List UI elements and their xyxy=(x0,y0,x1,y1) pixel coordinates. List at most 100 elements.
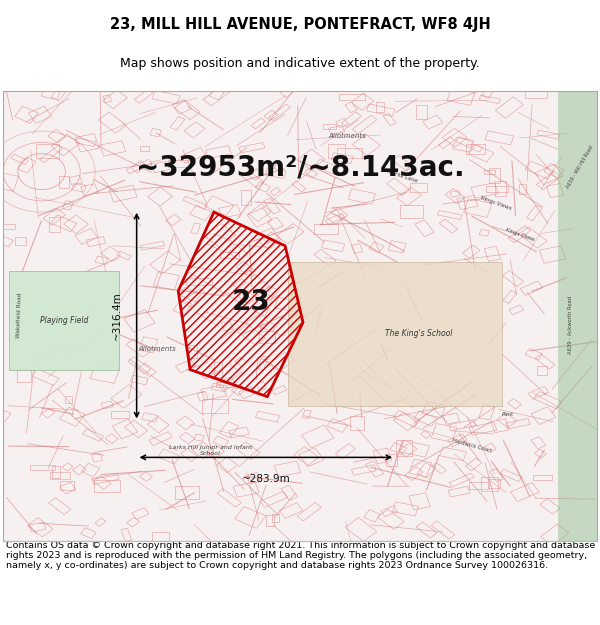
Bar xyxy=(217,377,237,391)
Text: ~316.4m: ~316.4m xyxy=(112,291,122,340)
Bar xyxy=(90,364,119,383)
Bar xyxy=(130,375,148,385)
Bar xyxy=(457,196,478,209)
Bar xyxy=(531,437,546,449)
Bar xyxy=(29,465,55,470)
Bar xyxy=(509,305,524,315)
Bar xyxy=(176,416,194,430)
Bar xyxy=(241,190,251,205)
Text: Kings Views: Kings Views xyxy=(480,195,512,211)
Bar xyxy=(186,278,212,285)
Bar xyxy=(81,184,98,196)
Bar xyxy=(140,472,152,481)
Bar xyxy=(111,385,142,408)
Bar xyxy=(51,89,65,101)
Bar xyxy=(17,369,31,382)
Bar xyxy=(43,208,65,225)
Bar xyxy=(238,292,253,304)
Bar xyxy=(383,114,396,126)
Bar xyxy=(260,228,280,243)
Bar xyxy=(94,480,120,491)
Bar xyxy=(264,110,278,121)
Bar xyxy=(168,160,191,167)
Bar xyxy=(268,217,283,230)
Bar xyxy=(421,431,431,439)
Bar xyxy=(0,173,19,191)
Bar xyxy=(263,198,280,214)
Bar xyxy=(525,161,553,179)
Bar xyxy=(489,168,500,183)
Bar xyxy=(450,191,461,197)
Bar xyxy=(350,416,364,430)
Bar xyxy=(36,144,59,158)
Bar xyxy=(495,97,523,118)
Bar xyxy=(233,482,259,498)
Bar xyxy=(98,112,126,133)
Bar xyxy=(194,434,204,441)
Text: ~32953m²/~8.143ac.: ~32953m²/~8.143ac. xyxy=(136,153,464,181)
Bar xyxy=(400,206,423,218)
Bar xyxy=(100,141,125,156)
Text: Playing Field: Playing Field xyxy=(40,316,88,324)
Bar xyxy=(259,232,281,249)
Bar xyxy=(533,391,562,409)
Polygon shape xyxy=(9,271,119,369)
Bar xyxy=(315,159,339,174)
Bar xyxy=(138,363,157,377)
Bar xyxy=(526,205,542,221)
Bar xyxy=(302,410,311,419)
Bar xyxy=(226,279,247,294)
Text: Wakefield Road: Wakefield Road xyxy=(16,292,23,339)
Bar xyxy=(152,91,180,104)
Bar xyxy=(280,503,302,518)
Bar xyxy=(259,331,275,343)
Bar xyxy=(269,104,290,121)
Bar xyxy=(352,244,362,254)
Bar xyxy=(247,208,272,227)
Bar xyxy=(536,171,560,190)
Bar xyxy=(256,411,280,422)
Bar xyxy=(270,188,281,196)
Bar xyxy=(179,288,201,302)
Bar xyxy=(0,235,13,247)
Bar xyxy=(314,249,336,266)
Bar xyxy=(209,88,224,100)
Bar xyxy=(148,416,169,433)
Bar xyxy=(64,215,88,234)
Bar xyxy=(497,412,517,428)
Bar xyxy=(519,227,547,248)
Bar xyxy=(220,251,239,258)
Bar xyxy=(14,106,38,123)
Polygon shape xyxy=(559,91,597,541)
Bar xyxy=(217,457,238,472)
Bar xyxy=(452,137,473,152)
Bar xyxy=(416,522,437,538)
Bar xyxy=(352,93,374,111)
Bar xyxy=(422,115,443,129)
Bar xyxy=(29,522,46,532)
Bar xyxy=(260,491,288,508)
Bar xyxy=(484,169,495,174)
Bar xyxy=(207,234,232,251)
Bar xyxy=(75,229,98,244)
Bar xyxy=(132,508,149,519)
Bar xyxy=(189,344,197,357)
Bar xyxy=(201,385,227,400)
Bar xyxy=(506,419,530,429)
Bar xyxy=(479,229,490,236)
Bar xyxy=(414,411,437,426)
Bar xyxy=(386,178,410,196)
Bar xyxy=(211,383,227,392)
Bar xyxy=(257,382,266,390)
Bar xyxy=(537,366,547,375)
Bar xyxy=(172,99,191,114)
Bar xyxy=(440,447,466,461)
Bar xyxy=(392,156,413,171)
Bar xyxy=(439,137,454,149)
Bar xyxy=(431,521,455,539)
Bar xyxy=(415,220,434,237)
Bar xyxy=(443,413,460,424)
Text: Mill Hill Lane: Mill Hill Lane xyxy=(384,168,418,184)
Bar xyxy=(337,148,362,158)
Bar xyxy=(128,357,151,374)
